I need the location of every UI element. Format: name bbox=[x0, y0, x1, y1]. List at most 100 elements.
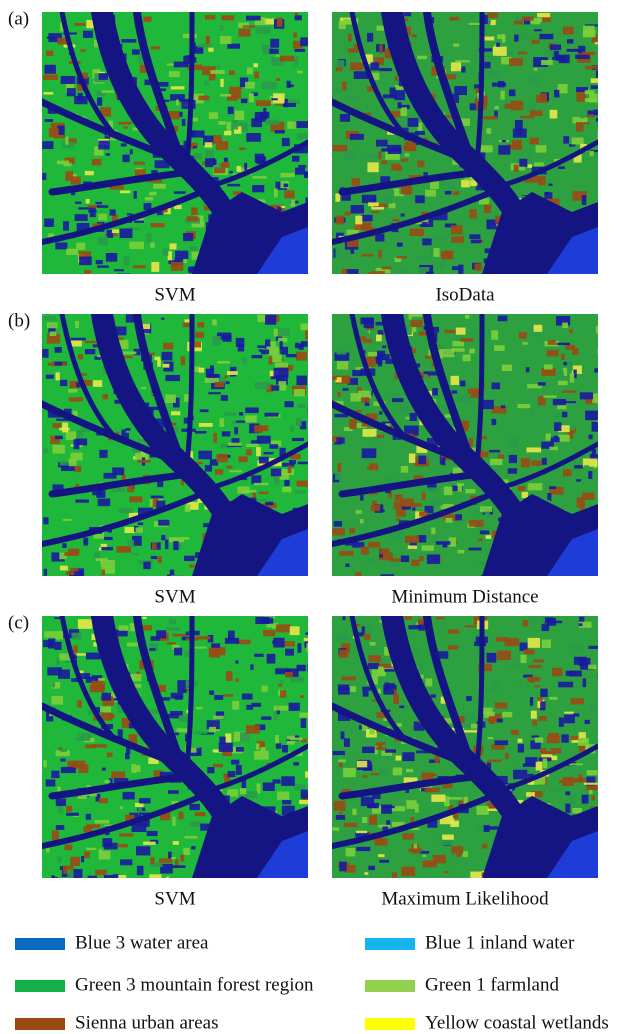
map-patch bbox=[44, 631, 55, 637]
map-patch bbox=[105, 780, 111, 783]
map-patch bbox=[455, 60, 470, 62]
map-patch bbox=[442, 251, 451, 259]
map-patch bbox=[102, 394, 108, 399]
map-patch bbox=[227, 44, 240, 49]
map-patch bbox=[75, 214, 88, 221]
map-patch bbox=[485, 687, 491, 692]
map-patch bbox=[301, 718, 307, 727]
map-patch bbox=[236, 747, 244, 752]
map-patch bbox=[518, 52, 527, 55]
map-patch bbox=[70, 857, 80, 866]
map-patch bbox=[552, 756, 558, 760]
map-patch bbox=[361, 215, 373, 222]
map-patch bbox=[350, 134, 364, 140]
map-patch bbox=[393, 694, 399, 704]
map-patch bbox=[474, 263, 481, 270]
map-patch bbox=[151, 223, 165, 227]
map-patch bbox=[225, 733, 231, 742]
map-patch bbox=[433, 855, 446, 863]
map-patch bbox=[301, 341, 308, 347]
map-patch bbox=[508, 438, 518, 447]
map-patch bbox=[278, 381, 286, 391]
map-patch bbox=[456, 328, 466, 335]
map-patch bbox=[418, 619, 424, 625]
classification-map bbox=[42, 12, 321, 279]
map-patch bbox=[451, 376, 459, 385]
map-patch bbox=[129, 496, 142, 502]
map-patch bbox=[571, 644, 583, 650]
map-patch bbox=[383, 195, 392, 204]
map-patch bbox=[389, 203, 396, 208]
map-patch bbox=[287, 121, 296, 129]
map-patch bbox=[397, 242, 403, 246]
map-patch bbox=[342, 82, 347, 90]
map-patch bbox=[218, 121, 225, 125]
map-patch bbox=[78, 619, 93, 629]
map-patch bbox=[343, 768, 356, 777]
map-patch bbox=[558, 381, 568, 385]
map-patch bbox=[569, 329, 573, 333]
map-patch bbox=[483, 37, 495, 41]
map-patch bbox=[284, 480, 289, 486]
map-patch bbox=[257, 436, 271, 444]
map-patch bbox=[47, 322, 57, 328]
map-patch bbox=[177, 728, 188, 732]
map-patch bbox=[590, 151, 594, 156]
map-patch bbox=[261, 350, 269, 355]
map-patch bbox=[151, 556, 157, 559]
map-patch bbox=[598, 833, 609, 835]
legend-swatch bbox=[15, 980, 65, 992]
map-patch bbox=[92, 744, 106, 747]
map-patch bbox=[533, 659, 544, 662]
map-patch bbox=[171, 86, 185, 89]
map-patch bbox=[295, 12, 298, 15]
map-patch bbox=[143, 17, 151, 22]
map-patch bbox=[367, 162, 378, 172]
map-patch bbox=[150, 857, 154, 864]
map-patch bbox=[402, 833, 413, 839]
map-patch bbox=[376, 140, 387, 147]
map-patch bbox=[246, 16, 261, 21]
map-patch bbox=[571, 698, 584, 704]
map-patch bbox=[243, 25, 255, 27]
map-patch bbox=[189, 565, 195, 568]
map-patch bbox=[275, 130, 285, 133]
map-patch bbox=[95, 870, 107, 875]
map-patch bbox=[256, 100, 271, 106]
map-patch bbox=[207, 767, 214, 773]
map-patch bbox=[43, 74, 58, 80]
map-patch bbox=[180, 855, 184, 862]
map-patch bbox=[260, 618, 273, 624]
map-patch bbox=[337, 60, 344, 67]
map-patch bbox=[490, 20, 495, 25]
map-patch bbox=[549, 447, 558, 450]
map-patch bbox=[213, 433, 217, 443]
map-patch bbox=[217, 65, 221, 68]
map-patch bbox=[541, 60, 553, 65]
map-patch bbox=[590, 704, 597, 712]
map-patch bbox=[235, 679, 239, 682]
map-patch bbox=[501, 405, 505, 408]
map-patch bbox=[346, 848, 355, 856]
map-patch bbox=[198, 44, 213, 48]
map-patch bbox=[263, 782, 275, 790]
map-patch bbox=[264, 452, 274, 454]
map-patch bbox=[465, 625, 476, 627]
map-patch bbox=[336, 815, 345, 820]
map-patch bbox=[431, 795, 445, 802]
map-patch bbox=[262, 686, 268, 692]
map-patch bbox=[219, 418, 224, 427]
map-patch bbox=[375, 234, 384, 242]
map-patch bbox=[585, 66, 599, 69]
map-patch bbox=[556, 371, 564, 379]
map-patch bbox=[131, 764, 136, 773]
map-patch bbox=[62, 543, 66, 548]
map-patch bbox=[378, 666, 383, 673]
map-patch bbox=[498, 316, 508, 322]
map-patch bbox=[208, 374, 217, 377]
map-patch bbox=[493, 681, 500, 689]
map-patch bbox=[81, 856, 84, 862]
map-patch bbox=[401, 556, 409, 563]
map-patch bbox=[456, 394, 471, 403]
map-patch bbox=[301, 790, 309, 799]
